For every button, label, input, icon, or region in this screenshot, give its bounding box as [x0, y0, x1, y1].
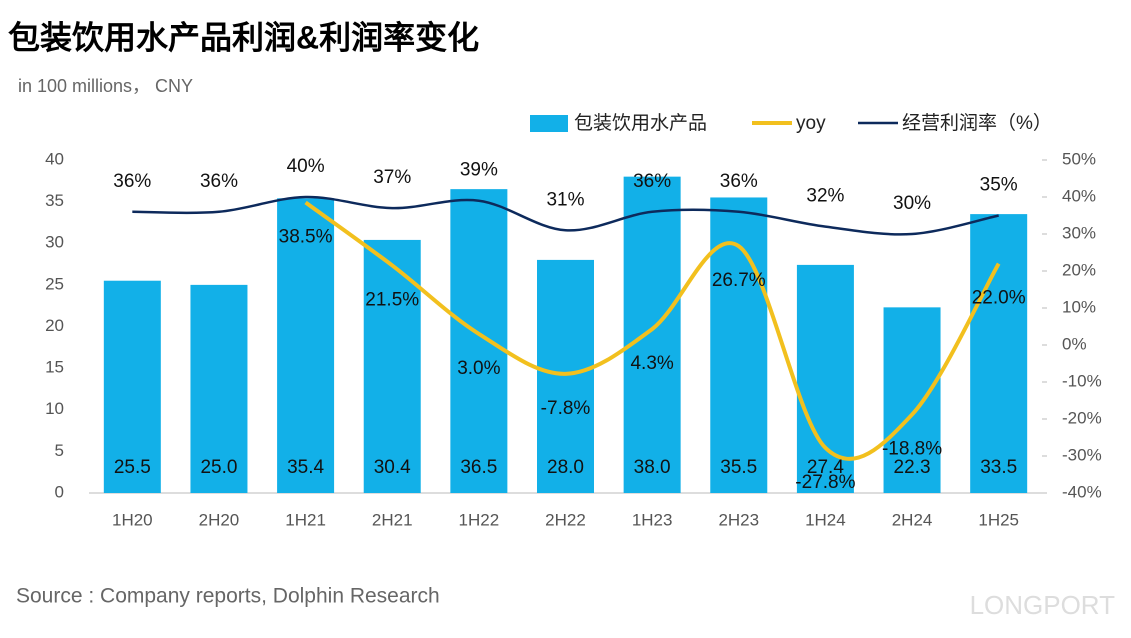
bar [103, 280, 161, 493]
x-tick-label: 2H23 [718, 510, 759, 529]
line [132, 195, 999, 236]
y-tick-label: 20 [45, 316, 64, 335]
data-label: 38.5% [279, 227, 333, 248]
data-label: 37% [373, 167, 411, 188]
subtitle: in 100 millions， CNY [18, 76, 193, 96]
data-label: 35.4 [287, 457, 324, 478]
legend-label: 包装饮用水产品 [574, 112, 707, 134]
x-tick-label: 1H23 [632, 510, 673, 529]
bar [970, 214, 1028, 494]
x-tick-label: 2H20 [199, 510, 240, 529]
x-tick-label: 2H21 [372, 510, 413, 529]
chart-title: 包装饮用水产品利润&利润率变化 [8, 19, 479, 55]
y2-tick-label: -30% [1062, 445, 1102, 464]
data-label: 3.0% [457, 358, 500, 379]
legend-swatch [530, 115, 568, 132]
data-label: 35.5 [720, 457, 757, 478]
data-label: 35% [980, 175, 1018, 196]
bar [363, 239, 421, 493]
data-label: 4.3% [630, 353, 673, 374]
data-label: 28.0 [547, 457, 584, 478]
y2-tick-label: 20% [1062, 260, 1096, 279]
bar [277, 198, 335, 494]
data-label: 22.0% [972, 288, 1026, 309]
data-label: 38.0 [634, 457, 671, 478]
legend-label: yoy [796, 113, 826, 134]
bar [450, 189, 508, 493]
data-label: 32% [806, 186, 844, 207]
y-tick-label: 25 [45, 274, 64, 293]
y2-tick-label: -10% [1062, 371, 1102, 390]
bar [883, 307, 941, 493]
data-label: 36% [200, 171, 238, 192]
bar [710, 197, 768, 493]
data-label: 30.4 [374, 457, 411, 478]
data-label: 25.0 [200, 457, 237, 478]
y2-tick-label: 30% [1062, 223, 1096, 242]
data-label: -18.8% [882, 439, 942, 460]
y2-tick-label: -40% [1062, 482, 1102, 501]
watermark: LONGPORT [970, 590, 1116, 620]
bar [623, 176, 681, 493]
data-label: 22.3 [894, 457, 931, 478]
y-tick-label: 10 [45, 399, 64, 418]
data-label: -27.8% [795, 472, 855, 493]
y2-tick-label: 50% [1062, 149, 1096, 168]
data-label: 21.5% [365, 289, 419, 310]
data-label: 40% [287, 156, 325, 177]
y2-tick-label: 10% [1062, 297, 1096, 316]
data-label: -7.8% [541, 398, 591, 419]
y2-tick-label: 0% [1062, 334, 1087, 353]
x-tick-label: 1H20 [112, 510, 153, 529]
x-tick-label: 1H25 [978, 510, 1019, 529]
data-label: 36% [720, 171, 758, 192]
y-tick-label: 40 [45, 149, 64, 168]
data-label: 30% [893, 193, 931, 214]
data-label: 33.5 [980, 457, 1017, 478]
bar [796, 264, 854, 493]
data-label: 36.5 [460, 457, 497, 478]
data-label: 26.7% [712, 270, 766, 291]
source: Source : Company reports, Dolphin Resear… [16, 585, 440, 608]
y-tick-label: 5 [55, 441, 64, 460]
data-label: 27.4 [807, 457, 844, 478]
y-tick-label: 30 [45, 233, 64, 252]
y2-tick-label: 40% [1062, 186, 1096, 205]
data-label: 36% [113, 171, 151, 192]
y2-tick-label: -20% [1062, 408, 1102, 427]
x-tick-label: 2H22 [545, 510, 586, 529]
data-label: 25.5 [114, 457, 151, 478]
bar [537, 259, 594, 493]
x-tick-label: 2H24 [892, 510, 933, 529]
x-tick-label: 1H22 [459, 510, 500, 529]
y-tick-label: 15 [45, 358, 64, 377]
x-tick-label: 1H21 [285, 510, 326, 529]
y-tick-label: 35 [45, 191, 64, 210]
data-label: 36% [633, 171, 671, 192]
legend-label: 经营利润率（%） [902, 112, 1052, 134]
data-label: 39% [460, 160, 498, 181]
data-label: 31% [546, 189, 584, 210]
y-tick-label: 0 [55, 482, 64, 501]
line [304, 200, 1001, 461]
x-tick-label: 1H24 [805, 510, 846, 529]
bar [190, 284, 248, 493]
